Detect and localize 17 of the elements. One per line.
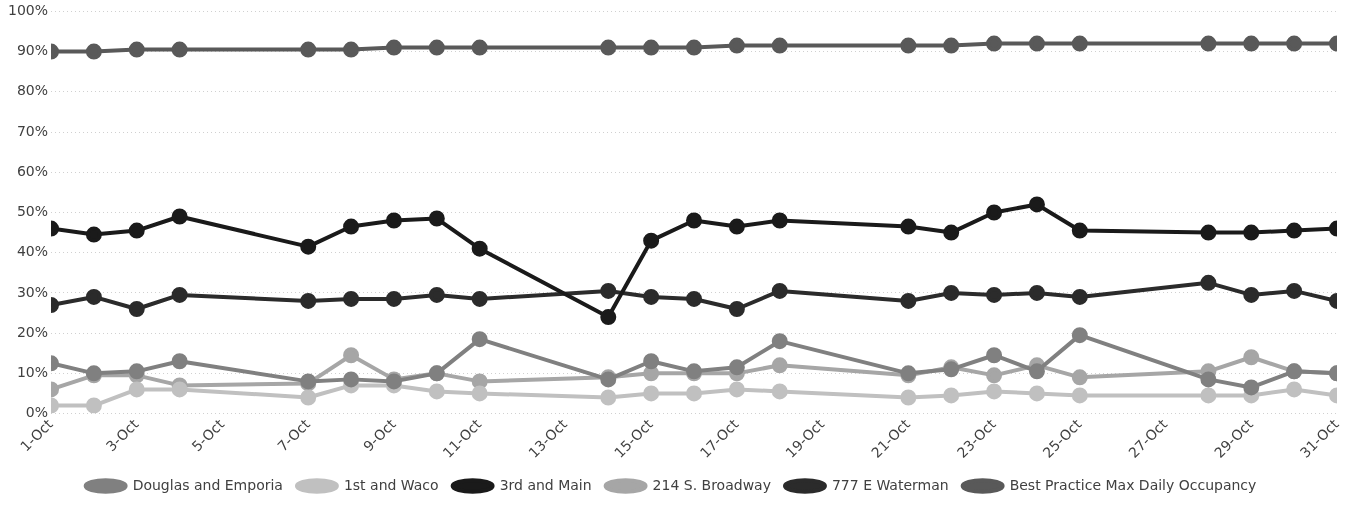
y-tick-label: 60%	[16, 162, 49, 179]
legend-label: 777 E Waterman	[831, 476, 949, 493]
y-tick-label: 80%	[16, 82, 49, 99]
y-tick-label: 100%	[7, 2, 49, 19]
legend-label: Douglas and Emporia	[132, 476, 283, 493]
y-tick-label: 50%	[16, 203, 49, 220]
y-tick-label: 70%	[16, 122, 49, 139]
y-tick-label: 20%	[16, 323, 49, 340]
legend-label: 3rd and Main	[499, 476, 592, 493]
y-tick-label: 0%	[25, 404, 49, 421]
y-tick-label: 40%	[16, 243, 49, 260]
y-tick-label: 90%	[16, 42, 49, 59]
y-tick-label: 30%	[16, 283, 49, 300]
legend-label: Best Practice Max Daily Occupancy	[1009, 476, 1257, 493]
legend-label: 214 S. Broadway	[652, 476, 771, 493]
legend-label: 1st and Waco	[343, 476, 439, 493]
y-tick-label: 10%	[16, 363, 49, 380]
